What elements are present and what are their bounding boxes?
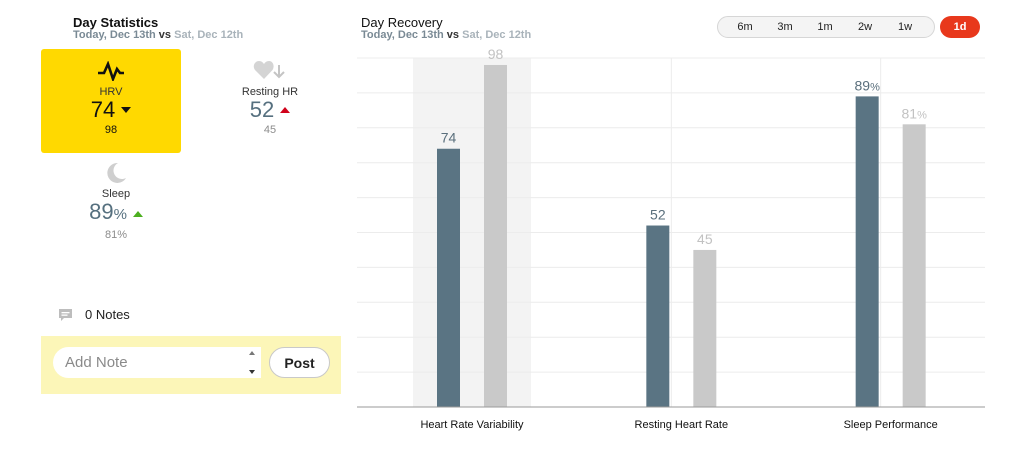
resting-hr-value: 52 xyxy=(249,97,275,122)
range-1w[interactable]: 1w xyxy=(897,21,913,33)
bar-value-label: 81% xyxy=(901,105,927,121)
moon-icon xyxy=(76,160,156,186)
chevron-down-icon[interactable] xyxy=(249,370,255,374)
category-label: Sleep Performance xyxy=(844,419,938,431)
recovery-chart: 74 98 Heart Rate Variability 52 45 Resting He… xyxy=(357,46,985,438)
bar-value-label: 45 xyxy=(697,231,713,247)
range-6m[interactable]: 6m xyxy=(737,21,753,33)
previous-date: Sat, Dec 12th xyxy=(462,29,532,41)
recovery-chart-svg: 74 98 Heart Rate Variability 52 45 Resting He… xyxy=(357,46,985,431)
hrv-stat: HRV 74 98 xyxy=(41,49,181,136)
trend-up-icon xyxy=(280,107,291,113)
bar xyxy=(902,124,926,407)
day-statistics-title: Day Statistics xyxy=(73,15,159,30)
bar xyxy=(693,249,717,407)
range-3m[interactable]: 3m xyxy=(777,21,793,33)
heart-rate-icon xyxy=(230,58,310,84)
resting-hr-previous: 45 xyxy=(263,124,277,136)
bar xyxy=(646,225,670,407)
day-recovery-title: Day Recovery xyxy=(361,15,443,30)
add-note-bar: Post xyxy=(41,336,341,394)
bar xyxy=(484,64,507,407)
sleep-label: Sleep xyxy=(101,188,131,200)
resting-hr-label: Resting HR xyxy=(241,86,299,98)
pulse-icon xyxy=(41,58,181,84)
sleep-previous: 81% xyxy=(104,229,128,241)
previous-date: Sat, Dec 12th xyxy=(174,29,244,41)
add-note-input[interactable] xyxy=(53,354,243,371)
bar-value-label: 98 xyxy=(488,46,504,62)
vs-label: vs xyxy=(446,29,460,41)
range-track xyxy=(717,16,935,38)
hrv-value-row: 74 xyxy=(90,97,132,122)
bar-value-label: 89% xyxy=(854,77,880,93)
range-2w[interactable]: 2w xyxy=(857,21,873,33)
range-1m[interactable]: 1m xyxy=(817,21,833,33)
resting-hr-stat[interactable]: Resting HR 52 45 xyxy=(230,58,310,136)
comment-icon xyxy=(59,308,72,321)
add-note-field xyxy=(53,347,261,378)
notes-count: 0 Notes xyxy=(85,307,130,322)
notes-row[interactable]: 0 Notes xyxy=(58,307,130,322)
trend-up-icon xyxy=(132,210,143,217)
bar-value-label: 52 xyxy=(650,207,666,223)
range-1d[interactable]: 1d xyxy=(940,16,980,38)
note-stepper[interactable] xyxy=(243,347,261,378)
sleep-value: 89 xyxy=(89,199,114,224)
bar xyxy=(855,96,879,407)
category-label: Resting Heart Rate xyxy=(635,419,729,431)
trend-down-icon xyxy=(121,107,132,113)
resting-hr-value-row: 52 xyxy=(249,97,291,122)
bar xyxy=(437,148,460,407)
hrv-previous: 98 xyxy=(104,124,118,136)
day-statistics-subtitle: Today, Dec 13th vs Sat, Dec 12th xyxy=(73,29,243,41)
current-date: Today, Dec 13th xyxy=(361,29,444,41)
bar-value-label: 74 xyxy=(441,130,457,146)
vs-label: vs xyxy=(158,29,172,41)
day-recovery-subtitle: Today, Dec 13th vs Sat, Dec 12th xyxy=(361,29,531,41)
hrv-value: 74 xyxy=(90,97,116,122)
category-label: Heart Rate Variability xyxy=(420,419,524,431)
hrv-card[interactable]: HRV 74 98 xyxy=(41,49,181,153)
sleep-value-row: 89% xyxy=(89,200,143,227)
sleep-unit: % xyxy=(113,206,127,223)
sleep-stat[interactable]: Sleep 89% 81% xyxy=(76,160,156,241)
chevron-up-icon[interactable] xyxy=(249,351,255,355)
current-date: Today, Dec 13th xyxy=(73,29,156,41)
hrv-label: HRV xyxy=(99,86,123,98)
range-selector: 6m 3m 1m 2w 1w 1d xyxy=(717,16,980,38)
post-button[interactable]: Post xyxy=(269,347,330,378)
